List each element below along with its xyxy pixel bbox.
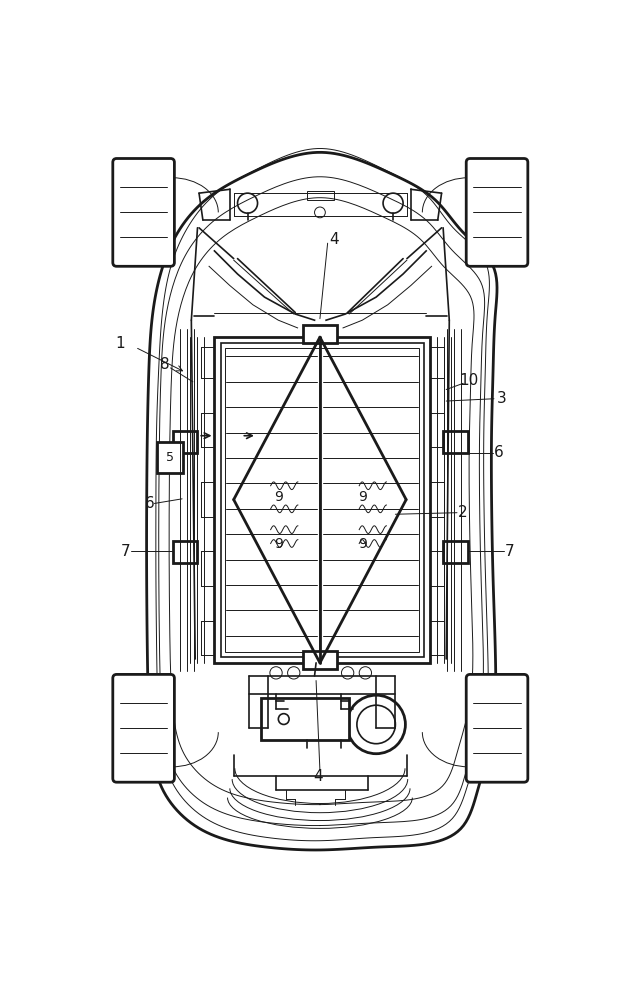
Bar xyxy=(303,325,337,343)
Text: 7: 7 xyxy=(121,544,131,559)
FancyBboxPatch shape xyxy=(466,674,528,782)
Bar xyxy=(221,343,424,657)
FancyBboxPatch shape xyxy=(112,158,174,266)
Text: 2: 2 xyxy=(458,505,468,520)
Text: 6: 6 xyxy=(145,496,154,511)
Bar xyxy=(173,431,198,453)
Bar xyxy=(157,442,183,473)
Text: 4: 4 xyxy=(314,769,323,784)
Polygon shape xyxy=(147,152,497,850)
Bar xyxy=(443,431,468,453)
Text: 9: 9 xyxy=(359,536,368,550)
FancyBboxPatch shape xyxy=(466,158,528,266)
Text: 9: 9 xyxy=(274,536,282,550)
Text: 5: 5 xyxy=(166,451,174,464)
Bar xyxy=(303,651,337,669)
Bar xyxy=(214,337,430,663)
Bar xyxy=(261,698,349,740)
Text: 4: 4 xyxy=(329,232,339,247)
Bar xyxy=(225,348,419,652)
Text: 7: 7 xyxy=(504,544,514,559)
Bar xyxy=(443,541,468,563)
Text: 3: 3 xyxy=(497,391,506,406)
Bar xyxy=(173,541,198,563)
Text: 9: 9 xyxy=(274,490,282,504)
Text: 6: 6 xyxy=(494,445,504,460)
Text: 9: 9 xyxy=(359,490,368,504)
Text: 8: 8 xyxy=(159,357,169,372)
Text: 10: 10 xyxy=(459,373,479,388)
Text: 1: 1 xyxy=(115,336,124,351)
Bar xyxy=(307,191,334,200)
FancyBboxPatch shape xyxy=(112,674,174,782)
